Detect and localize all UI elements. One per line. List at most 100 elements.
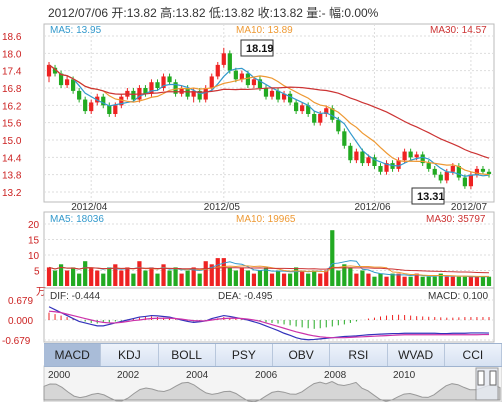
- volume-bar: [95, 270, 100, 286]
- candle-body: [354, 151, 359, 161]
- volume-tick-label: 15: [28, 236, 40, 247]
- volume-bar: [227, 267, 232, 286]
- volume-bars: [46, 230, 492, 286]
- volume-bar: [420, 276, 425, 286]
- volume-bar: [155, 273, 160, 286]
- volume-bar: [137, 261, 142, 286]
- price-tick-label: 14.4: [2, 153, 22, 164]
- volume-bar: [143, 270, 148, 286]
- candle-body: [372, 157, 377, 166]
- candle-body: [149, 82, 154, 94]
- volume-bar: [354, 273, 359, 286]
- candle-body: [378, 166, 383, 172]
- candle-body: [462, 177, 467, 187]
- navigator-left-handle[interactable]: [477, 370, 485, 386]
- candle-body: [348, 145, 353, 161]
- volume-bar: [414, 273, 419, 286]
- candle-body: [366, 157, 371, 164]
- candle-body: [233, 70, 238, 80]
- volume-bar: [372, 276, 377, 286]
- volume-bar: [77, 273, 82, 286]
- volume-bar: [402, 276, 407, 286]
- candle-body: [306, 105, 311, 114]
- candle-body: [420, 154, 425, 164]
- candle-body: [269, 90, 275, 97]
- price-ma5-label: MA5: 13.95: [50, 25, 102, 36]
- tab-obv[interactable]: OBV: [273, 344, 331, 366]
- price-axis: 18.6 18.0 17.4 16.8 16.2 15.6 15.0 14.4 13.8 13.2: [2, 32, 22, 199]
- tab-wvad[interactable]: WVAD: [388, 344, 445, 366]
- high-callout: 18.19: [240, 39, 274, 57]
- volume-bar: [257, 270, 263, 286]
- low-callout-text: 13.31: [417, 191, 445, 203]
- volume-bar: [444, 276, 449, 286]
- candle-body: [257, 79, 263, 88]
- open-label: 开:: [111, 6, 127, 20]
- volume-bar: [468, 276, 474, 286]
- volume-bar: [209, 264, 214, 286]
- date-tick-label: 2012/06: [354, 202, 391, 213]
- tab-psy[interactable]: PSY: [216, 344, 273, 366]
- volume-bar: [125, 267, 130, 286]
- candle-body: [131, 90, 136, 100]
- volume-bar: [300, 270, 305, 286]
- volume-bar: [269, 273, 275, 286]
- candle-body: [396, 160, 401, 169]
- volume-bar: [384, 276, 389, 286]
- price-tick-label: 18.6: [2, 32, 22, 43]
- candle-body: [58, 73, 64, 86]
- volume-bar: [486, 276, 492, 286]
- dif-line: [48, 306, 489, 341]
- volume-bar: [107, 267, 112, 286]
- date-tick-label: 2012/04: [71, 202, 108, 213]
- candle-body: [456, 166, 461, 178]
- vol-ma30-line: [48, 266, 489, 274]
- navigator-year-label: 2010: [393, 370, 416, 381]
- volume-bar: [131, 273, 136, 286]
- candle-body: [281, 93, 287, 100]
- volume-bar: [245, 270, 251, 286]
- volume-bar: [378, 273, 383, 286]
- volume-bar: [456, 276, 461, 286]
- volume-bar: [408, 276, 413, 286]
- volume-bar: [348, 267, 353, 286]
- volume-bar: [360, 270, 365, 286]
- volume-bar: [462, 276, 467, 286]
- candle-body: [450, 166, 455, 172]
- macd-tick-label: 0.000: [8, 316, 33, 327]
- candle-body: [239, 73, 244, 80]
- tab-boll[interactable]: BOLL: [159, 344, 216, 366]
- macd-lines: [48, 306, 489, 341]
- change-label: 幅:: [328, 6, 345, 20]
- navigator-year-label: 2000: [48, 370, 71, 381]
- tab-cci[interactable]: CCI: [445, 344, 502, 366]
- tab-macd[interactable]: MACD: [44, 344, 102, 366]
- candle-body: [294, 102, 299, 112]
- volume-bar: [450, 276, 455, 286]
- volume-label: 量:: [306, 6, 322, 20]
- volume-bar: [294, 267, 299, 286]
- tab-rsi[interactable]: RSI: [330, 344, 388, 366]
- candle-body: [77, 90, 82, 100]
- volume-bar: [330, 230, 335, 286]
- candle-body: [161, 76, 166, 88]
- volume-bar: [46, 267, 52, 286]
- price-ma30-label: MA30: 14.57: [430, 25, 487, 36]
- volume-bar: [432, 276, 437, 286]
- volume-bar: [426, 276, 431, 286]
- candle-body: [444, 171, 449, 181]
- candle-body: [300, 105, 305, 112]
- volume-bar: [197, 273, 202, 286]
- navigator-right-handle[interactable]: [489, 370, 497, 386]
- candle-body: [360, 151, 365, 164]
- volume-bar: [215, 258, 220, 286]
- tab-kdj[interactable]: KDJ: [101, 344, 159, 366]
- vol-ma30-label: MA30: 35797: [426, 214, 486, 225]
- volume-bar: [336, 270, 341, 286]
- macd-label: MACD: 0.100: [428, 291, 488, 302]
- navigator-year-label: 2008: [324, 370, 347, 381]
- candle-body: [46, 64, 52, 77]
- volume-bar: [233, 270, 238, 286]
- high-callout-text: 18.19: [246, 43, 274, 55]
